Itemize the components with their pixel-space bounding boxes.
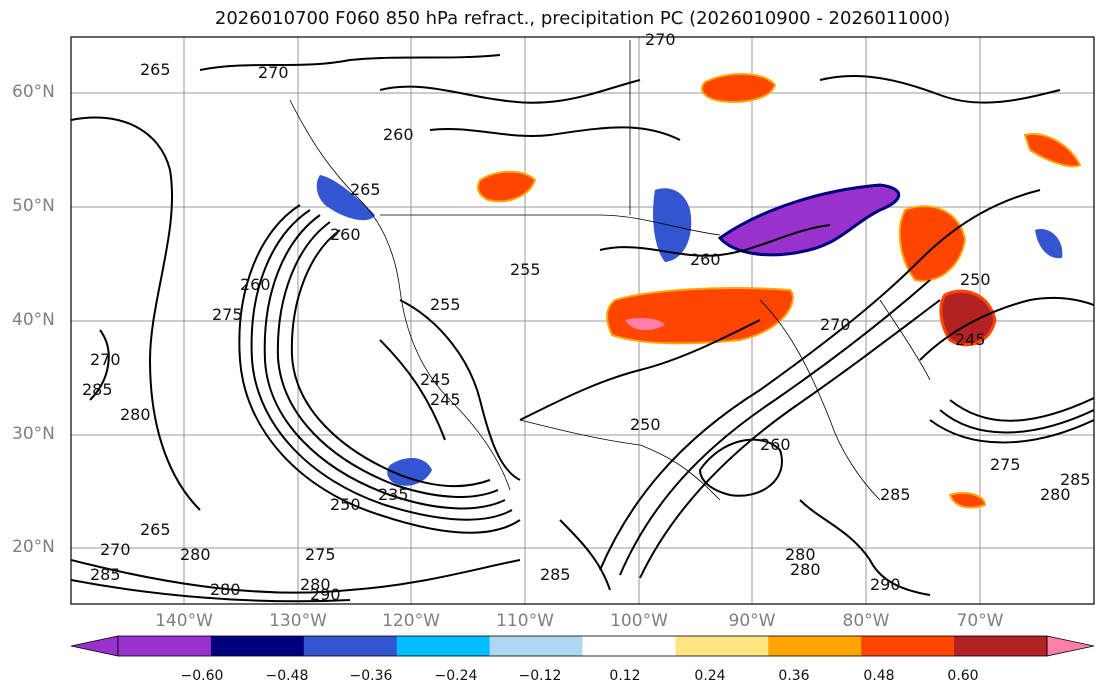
blue-region-bc bbox=[316, 175, 375, 221]
colorbar-tick: −0.60 bbox=[180, 668, 224, 684]
contour-label: 280 bbox=[1040, 485, 1071, 504]
colorbar-tick: 0.12 bbox=[609, 668, 641, 684]
colorbar-segment bbox=[675, 636, 769, 656]
contour-labels: 265 2702702602652602752702852802452452352… bbox=[82, 30, 1091, 604]
contour-label: 285 bbox=[540, 565, 571, 584]
contour-label: 270 bbox=[820, 315, 851, 334]
colorbar-segment bbox=[303, 636, 398, 656]
contour-label: 280 bbox=[180, 545, 211, 564]
colorbar-tick: 0.36 bbox=[778, 668, 810, 684]
contour-label: 285 bbox=[90, 565, 121, 584]
colorbar-tick: 0.24 bbox=[694, 668, 726, 684]
lat-label-20n: 20°N bbox=[12, 537, 55, 557]
contour-label: 245 bbox=[420, 370, 451, 389]
colorbar-frame bbox=[117, 635, 1048, 657]
orange-region-northeast bbox=[898, 205, 967, 282]
lon-label-120w: 120°W bbox=[382, 611, 440, 631]
orange-region-prairie bbox=[477, 170, 537, 203]
contour-label: 250 bbox=[630, 415, 661, 434]
lat-label-60n: 60°N bbox=[12, 82, 55, 102]
purple-region bbox=[717, 183, 901, 257]
orange-region-caribbean bbox=[948, 492, 987, 509]
colorbar-extend-low bbox=[70, 635, 119, 657]
blue-region-pacific bbox=[387, 458, 432, 486]
contour-label: 245 bbox=[430, 390, 461, 409]
contour-label: 270 bbox=[258, 63, 289, 82]
contour-label: 265 bbox=[350, 180, 381, 199]
contour-label: 285 bbox=[82, 380, 113, 399]
colorbar-tick: −0.12 bbox=[518, 668, 562, 684]
blue-region-greatlakes bbox=[653, 188, 692, 262]
contour-label: 275 bbox=[212, 305, 243, 324]
colorbar-segment bbox=[396, 636, 491, 656]
colorbar-tick: −0.24 bbox=[434, 668, 478, 684]
lon-label-90w: 90°W bbox=[728, 611, 776, 631]
lat-label-50n: 50°N bbox=[12, 196, 55, 216]
contour-label: 275 bbox=[305, 545, 336, 564]
refractivity-contours bbox=[71, 54, 1094, 603]
orange-region-hudson bbox=[701, 73, 777, 103]
lat-label-30n: 30°N bbox=[12, 424, 55, 444]
contour-label: 245 bbox=[955, 330, 986, 349]
contour-label: 270 bbox=[100, 540, 131, 559]
orange-region-labrador bbox=[1023, 133, 1082, 168]
contour-label: 235 bbox=[378, 485, 409, 504]
colorbar-tick: −0.48 bbox=[265, 668, 309, 684]
lon-label-100w: 100°W bbox=[610, 611, 668, 631]
contour-label: 280 bbox=[120, 405, 151, 424]
contour-label: 260 bbox=[240, 275, 271, 294]
colorbar-tick: 0.48 bbox=[863, 668, 895, 684]
colorbar-tick: 0.60 bbox=[947, 668, 979, 684]
colorbar-segment bbox=[210, 636, 305, 656]
blue-region-maritimes bbox=[1035, 229, 1063, 259]
contour-label: 285 bbox=[880, 485, 911, 504]
contour-label: 290 bbox=[870, 575, 901, 594]
contour-label: 255 bbox=[430, 295, 461, 314]
lon-label-130w: 130°W bbox=[269, 611, 327, 631]
lon-label-110w: 110°W bbox=[496, 611, 554, 631]
colorbar-tick: −0.36 bbox=[349, 668, 393, 684]
precip-shading bbox=[316, 73, 1082, 509]
colorbar-segment bbox=[768, 636, 862, 656]
contour-label: 270 bbox=[90, 350, 121, 369]
lat-label-40n: 40°N bbox=[12, 310, 55, 330]
map-border bbox=[70, 36, 1095, 605]
colorbar-segment bbox=[118, 636, 212, 656]
contour-label: 250 bbox=[960, 270, 991, 289]
lon-label-80w: 80°W bbox=[842, 611, 890, 631]
contour-label: 260 bbox=[330, 225, 361, 244]
pink-region bbox=[625, 317, 665, 331]
map-title: 2026010700 F060 850 hPa refract., precip… bbox=[214, 8, 951, 29]
contour-label: 260 bbox=[690, 250, 721, 269]
colorbar-segment bbox=[861, 636, 955, 656]
contour-label: 255 bbox=[510, 260, 541, 279]
contour-label: 265 bbox=[140, 520, 171, 539]
lon-label-70w: 70°W bbox=[956, 611, 1004, 631]
contour-label: 285 bbox=[1060, 470, 1091, 489]
lon-label-140w: 140°W bbox=[155, 611, 213, 631]
colorbar-extend-high bbox=[1046, 635, 1095, 657]
contour-label: 280 bbox=[300, 575, 331, 594]
contour-label: 275 bbox=[990, 455, 1021, 474]
colorbar-segment bbox=[954, 636, 1048, 656]
colorbar-segment bbox=[582, 636, 676, 656]
contour-label: 270 bbox=[645, 30, 676, 49]
contour-label: 290 bbox=[310, 585, 341, 604]
contour-label: 280 bbox=[210, 580, 241, 599]
contour-label: 260 bbox=[760, 435, 791, 454]
contour-label: 280 bbox=[785, 545, 816, 564]
contour-label: 250 bbox=[330, 495, 361, 514]
gridlines bbox=[71, 37, 1094, 604]
map-content bbox=[71, 37, 1094, 604]
orange-region-midwest bbox=[606, 287, 794, 345]
contour-label: 265 bbox=[140, 60, 171, 79]
colorbar-segment bbox=[489, 636, 583, 656]
contour-label: 280 bbox=[790, 560, 821, 579]
contour-label: 260 bbox=[383, 125, 414, 144]
colorbar bbox=[70, 635, 1095, 657]
coastlines-borders bbox=[289, 40, 931, 501]
